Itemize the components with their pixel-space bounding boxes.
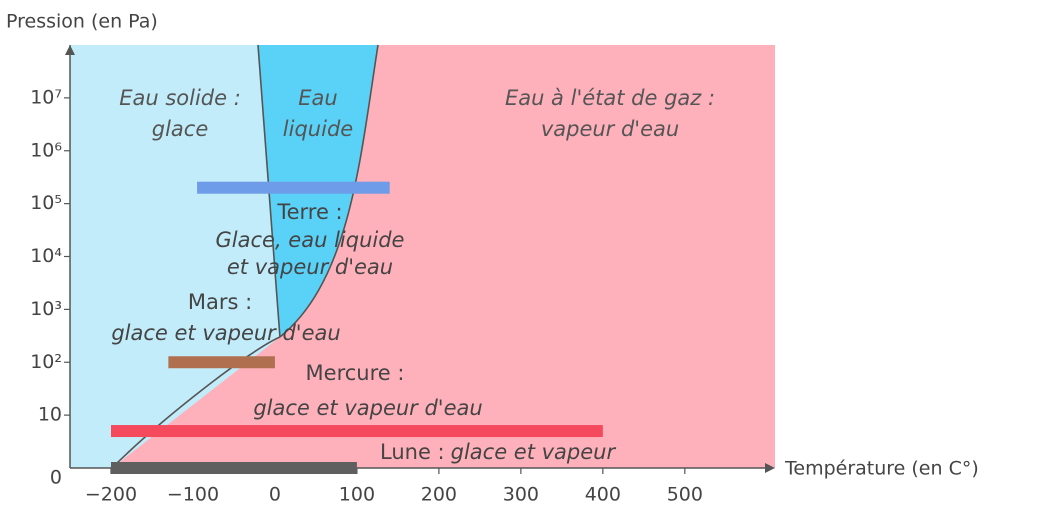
planet-name: Mars : [188,290,252,314]
planet-description: Glace, eau liquide [216,228,405,252]
planet-description: glace et vapeur d'eau [111,321,340,345]
x-tick-label: 500 [667,484,703,506]
y-tick-label: 10³ [30,298,62,320]
x-tick-label: 300 [503,484,539,506]
region-detail: glace [152,117,209,141]
planet-description: glace et vapeur d'eau [253,396,482,420]
x-tick-label: 400 [585,484,621,506]
x-tick-label: −200 [85,484,137,506]
range-bar [110,462,357,474]
region-label: Eau à l'état de gaz : [505,86,715,110]
region-label: Eau solide : [119,86,241,110]
region-label: Eau [298,86,337,110]
range-bar [197,181,390,194]
x-axis-label: Température (en C°) [784,458,979,480]
x-axis-arrow [765,463,775,473]
planet-label: Lune : glace et vapeur [380,440,616,464]
y-tick-label: 0 [50,467,62,489]
y-tick-label: 10⁵ [30,192,62,214]
x-tick-label: 200 [421,484,457,506]
region-detail: liquide [283,117,353,141]
region-detail: vapeur d'eau [541,117,679,141]
y-axis-arrow [65,45,75,55]
planet-description: et vapeur d'eau [227,255,393,279]
y-tick-label: 10⁷ [30,86,62,108]
planet-name: Lune : [380,440,445,464]
y-tick-label: 10 [38,404,62,426]
y-tick-label: 10² [30,351,62,373]
range-bar [110,425,603,438]
y-axis-label: Pression (en Pa) [6,11,158,33]
x-tick-label: −100 [167,484,219,506]
y-tick-label: 10⁴ [30,245,62,267]
planet-name: Mercure : [306,361,405,385]
range-bar [168,356,275,369]
planet-name: Terre : [276,200,342,224]
y-tick-label: 10⁶ [30,139,62,161]
planet-description: glace et vapeur [451,440,617,464]
x-tick-label: 0 [269,484,281,506]
x-tick-label: 100 [339,484,375,506]
